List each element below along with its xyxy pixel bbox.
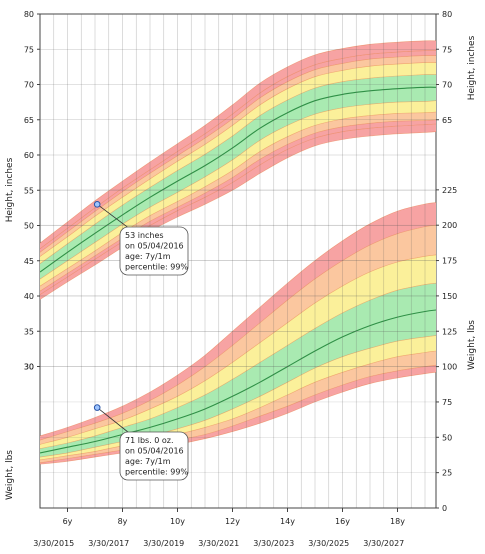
right-tick-label: 0 [442, 504, 447, 513]
weight-curve-p25 [40, 335, 436, 458]
left-tick-label: 35 [24, 327, 34, 336]
height-patient-point [93, 201, 101, 208]
height-curve-p3 [40, 123, 436, 295]
height-callout-line: percentile: 99% [125, 263, 188, 272]
height-callout-line: age: 7y/1m [125, 252, 171, 261]
x-tick-date-label: 3/30/2015 [33, 539, 74, 548]
right-tick-label: 25 [442, 469, 452, 478]
height-callout-box [119, 226, 189, 276]
left-tick-label: 50 [24, 222, 34, 231]
left-tick-label: 70 [24, 81, 34, 90]
weight-axis-title-right: Weight, lbs [467, 320, 477, 370]
height-callout-line: on 05/04/2016 [125, 242, 184, 251]
right-tick-label: 70 [442, 81, 452, 90]
weight-curve-p50 [40, 309, 436, 454]
x-tick-age-label: 8y [118, 517, 128, 526]
weight-band-1-3 [40, 365, 436, 465]
height-curve-p25 [40, 100, 436, 280]
right-tick-label: 125 [442, 327, 457, 336]
weight-curve-p99 [40, 202, 436, 437]
left-tick-label: 65 [24, 116, 34, 125]
height-callout-line: 53 inches [125, 231, 164, 240]
weight-axis-title-left: Weight, lbs [5, 450, 15, 500]
x-tick-date-label: 3/30/2019 [143, 539, 184, 548]
weight-callout-line: on 05/04/2016 [125, 447, 184, 456]
right-tick-label: 50 [442, 433, 452, 442]
left-tick-label: 30 [24, 363, 34, 372]
right-tick-label: 75 [442, 398, 452, 407]
weight-curve-p1 [40, 372, 436, 465]
x-tick-age-label: 18y [390, 517, 405, 526]
right-tick-label: 75 [442, 45, 452, 54]
left-tick-label: 60 [24, 151, 34, 160]
x-tick-date-label: 3/30/2017 [88, 539, 129, 548]
right-tick-label: 200 [442, 221, 457, 230]
percentile-bands [40, 40, 436, 465]
height-curve-p50 [40, 86, 436, 273]
height-curve-p75 [40, 74, 436, 264]
left-tick-label: 75 [24, 45, 34, 54]
right-tick-label: 65 [442, 116, 452, 125]
right-tick-label: 175 [442, 257, 457, 266]
weight-band-3-10 [40, 351, 436, 463]
weight-callout-line: age: 7y/1m [125, 457, 171, 466]
left-tick-label: 30 [24, 363, 34, 372]
height-axis-title-right: Height, inches [467, 35, 477, 100]
height-curve-p90 [40, 62, 436, 257]
weight-callout-box [119, 431, 189, 481]
weight-curve-p3 [40, 364, 436, 464]
weight-curve-p75 [40, 282, 436, 449]
height-axis-title-left: Height, inches [5, 157, 15, 222]
right-tick-label: 100 [442, 363, 457, 372]
weight-curve-p10 [40, 350, 436, 461]
x-tick-date-label: 3/30/2027 [363, 539, 404, 548]
weight-band-75-90 [40, 254, 436, 449]
x-tick-date-label: 3/30/2021 [198, 539, 239, 548]
weight-band-10-25 [40, 335, 436, 460]
weight-callout-line: percentile: 99% [125, 468, 188, 477]
x-tick-date-label: 3/30/2023 [253, 539, 294, 548]
x-tick-age-label: 12y [225, 517, 240, 526]
height-curve-p99 [40, 40, 436, 244]
x-tick-age-label: 14y [280, 517, 295, 526]
left-tick-label: 80 [24, 10, 34, 19]
weight-band-90-97 [40, 225, 436, 445]
left-tick-label: 40 [24, 292, 34, 301]
left-tick-label: 55 [24, 186, 34, 195]
weight-band-25-50 [40, 310, 436, 458]
right-tick-label: 80 [442, 10, 452, 19]
x-tick-age-label: 6y [63, 517, 73, 526]
right-tick-label: 225 [442, 186, 457, 195]
weight-band-97-99 [40, 202, 436, 441]
height-curve-p95 [40, 55, 436, 253]
height-curve-p10 [40, 111, 436, 287]
x-tick-age-label: 10y [170, 517, 185, 526]
height-curve-p1 [40, 131, 436, 300]
weight-patient-point [93, 404, 101, 411]
left-tick-label: 45 [24, 257, 34, 266]
height-curve-p5 [40, 119, 436, 292]
grid-lines [40, 13, 436, 508]
height-curve-p97 [40, 50, 436, 250]
weight-curve-p97 [40, 224, 436, 441]
x-tick-age-label: 16y [335, 517, 350, 526]
weight-band-50-75 [40, 283, 436, 453]
x-tick-date-label: 3/30/2025 [308, 539, 349, 548]
right-tick-label: 150 [442, 292, 457, 301]
weight-callout-line: 71 lbs. 0 oz. [125, 436, 174, 445]
weight-curve-p90 [40, 254, 436, 445]
